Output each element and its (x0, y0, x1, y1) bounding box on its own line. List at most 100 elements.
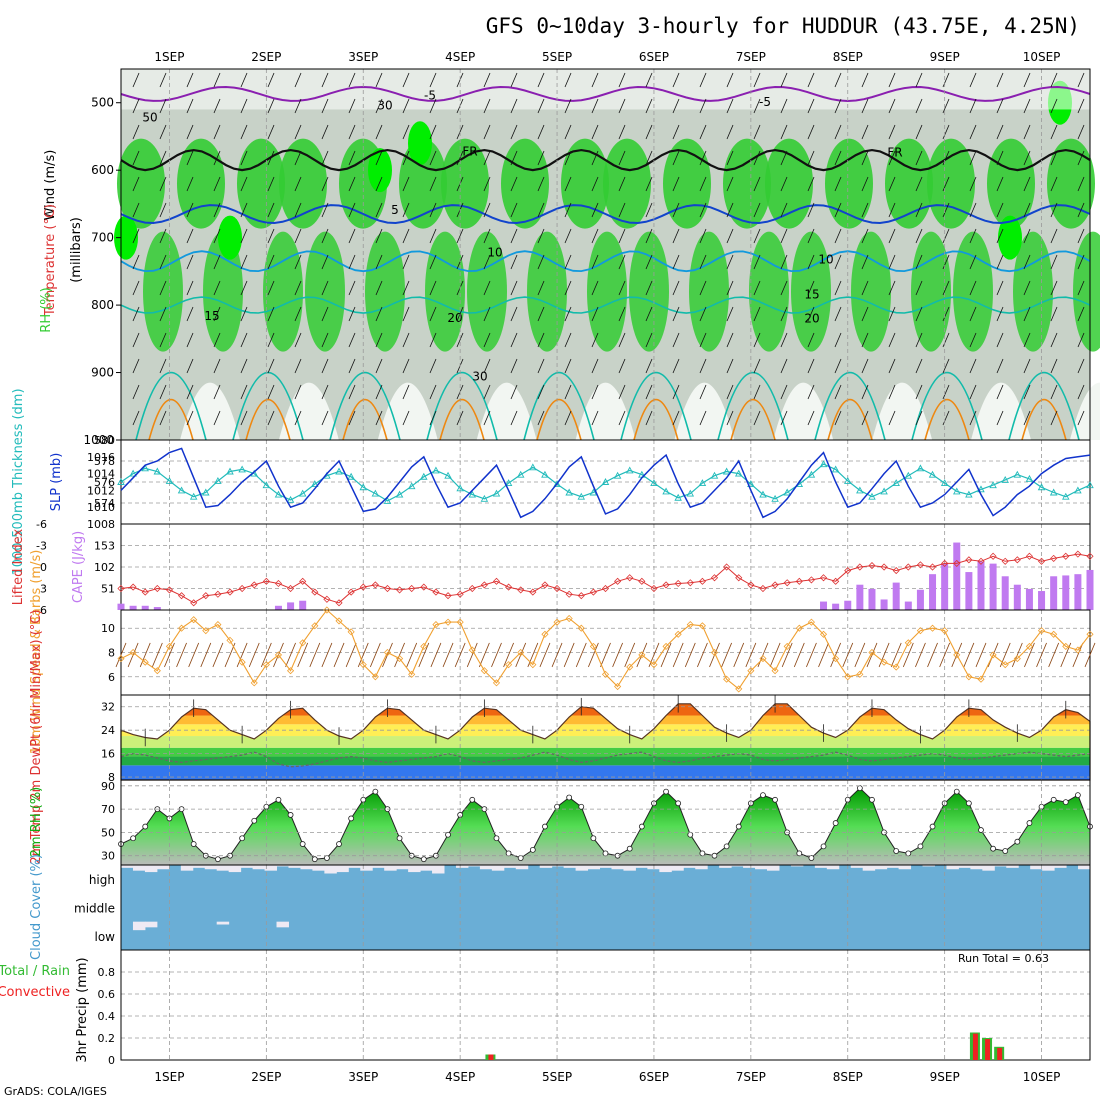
wind-barb (672, 384, 680, 400)
wind-barb-10m (624, 642, 636, 668)
wind-speed-point (904, 639, 912, 647)
cloud-gap (348, 865, 361, 868)
wind-barb (726, 358, 734, 374)
li-point (517, 586, 525, 594)
wind-speed-point (420, 642, 428, 650)
wind-barb (294, 176, 302, 192)
cloud-gap (144, 865, 158, 873)
cloud-gap (635, 865, 648, 868)
cloud-gap (874, 865, 888, 870)
wind-barb (699, 332, 707, 348)
wind-barb-10m (1048, 642, 1060, 668)
wind-barb (159, 176, 167, 192)
li-point (347, 588, 355, 596)
wind-barb (564, 124, 572, 140)
wind-barb (1023, 358, 1031, 374)
wind-barb (213, 202, 221, 218)
wind-barb (996, 358, 1004, 374)
thickness-point (468, 490, 477, 498)
li-point (807, 576, 815, 584)
wind-barb (429, 410, 437, 426)
wind-barb (699, 124, 707, 140)
thickness-point (444, 471, 452, 479)
ylabel-temperature: Temperature (°C) (43, 204, 58, 317)
wind-barb (672, 98, 680, 114)
li-point (819, 574, 828, 582)
wind-barb (969, 358, 977, 374)
thickness-point (298, 489, 307, 497)
wind-barb (618, 98, 626, 114)
wind-barb (753, 306, 761, 322)
wind-barb (402, 306, 410, 322)
wind-barb (402, 358, 410, 374)
wind-barb (861, 306, 869, 322)
wind-barb (348, 150, 356, 166)
wind-barb-10m (600, 642, 611, 668)
wind-barb (591, 410, 599, 426)
wind-barb (645, 280, 653, 296)
cloud-gap (455, 865, 469, 868)
wind-barb (1023, 124, 1031, 140)
wind-barb (915, 124, 923, 140)
wind-barb (996, 280, 1004, 296)
wind-barb (132, 124, 140, 140)
rh-green-blob (851, 231, 891, 352)
rh-green-blob (305, 231, 345, 352)
li-point (650, 584, 658, 593)
wind-barb-10m (539, 642, 551, 668)
li-point (856, 563, 864, 571)
contour-label: 50 (142, 111, 157, 125)
cape-bar (117, 603, 125, 610)
wind-tick-label: 6 (108, 671, 115, 684)
wind-barb (672, 332, 680, 348)
li-point (832, 577, 840, 585)
wind-speed-point (335, 617, 343, 625)
wind-barb (348, 384, 356, 400)
wind-barb (402, 254, 410, 270)
wind-barb-10m (927, 642, 938, 668)
thickness-point (965, 490, 973, 498)
rh-point (542, 823, 548, 830)
cloud-gap (121, 865, 134, 868)
wind-barb (213, 228, 221, 244)
rh-point (420, 856, 427, 863)
wind-barb (267, 202, 275, 218)
wind-speed-point (807, 618, 815, 626)
wind-speed-point (844, 673, 852, 681)
cloud-gap (180, 865, 194, 871)
wind-barb (132, 358, 140, 374)
wind-barb (510, 410, 518, 426)
thickness-point (1062, 492, 1070, 500)
top-day-label: 4SEP (445, 50, 475, 64)
li-point (129, 583, 137, 591)
wind-barb (402, 98, 410, 114)
li-point (323, 595, 331, 603)
wind-barb-10m (781, 642, 793, 668)
bottom-day-label: 5SEP (542, 1070, 572, 1084)
wind-speed-line (120, 609, 1091, 690)
wind-barb (159, 358, 167, 374)
li-point (250, 581, 258, 589)
wind-speed-point (577, 624, 585, 632)
wind-speed-point (601, 670, 610, 678)
pressure-tick-label: 1000 (83, 433, 114, 447)
surface-dry-dome (674, 382, 735, 440)
wind-barb (429, 332, 437, 348)
thickness-point (420, 472, 428, 480)
isotherm-20 (135, 372, 207, 441)
wind-barb-10m (309, 642, 321, 668)
cloud-gap (276, 865, 289, 867)
wind-barb (726, 384, 734, 400)
wind-barb (186, 176, 194, 192)
thickness-point (189, 492, 198, 500)
surface-dry-dome (377, 382, 438, 440)
wind-barb-10m (745, 642, 757, 668)
cloud-gap (719, 865, 732, 868)
li-point (1037, 557, 1046, 565)
wind-barb (294, 124, 302, 140)
top-day-label: 9SEP (930, 50, 960, 64)
surface-dry-dome (278, 382, 339, 440)
wind-barb (780, 202, 788, 218)
rh-point (1074, 792, 1081, 799)
rh-point (602, 850, 609, 857)
